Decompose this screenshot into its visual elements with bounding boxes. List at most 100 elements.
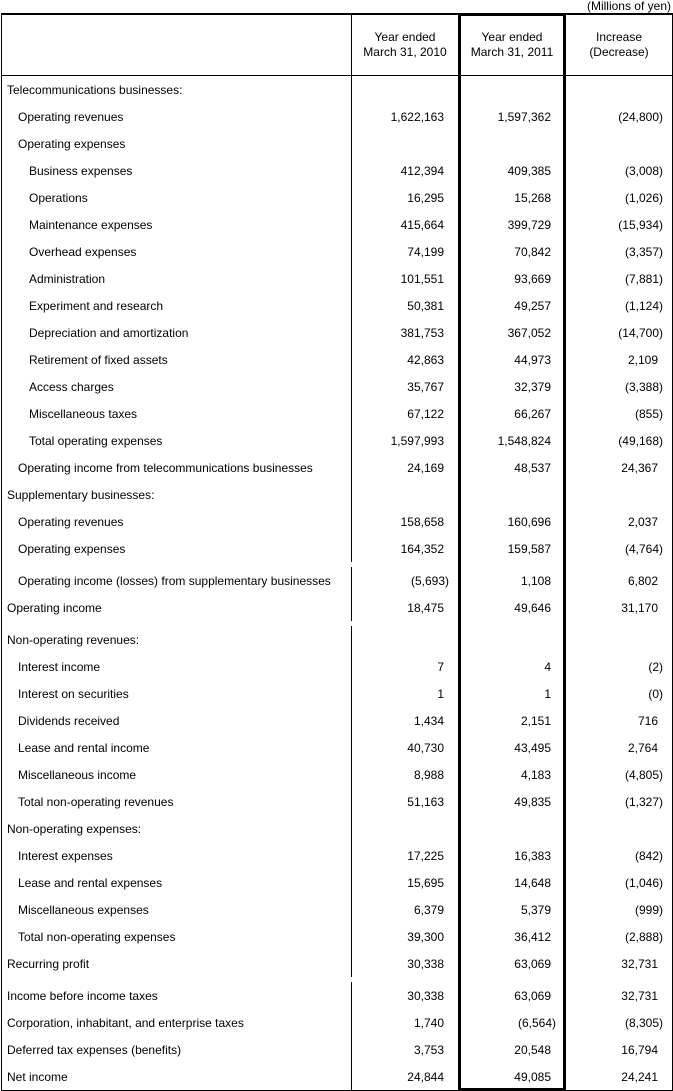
value-increase-decrease: 2,764 xyxy=(565,734,672,761)
row-label: Maintenance expenses xyxy=(29,217,153,232)
value-increase-decrease xyxy=(565,76,672,103)
value-year-2011: 4,183 xyxy=(458,761,565,788)
table-row: Operating income 18,475 49,646 31,170 xyxy=(2,594,672,621)
row-label: Interest on securities xyxy=(18,686,129,701)
table-row: Operating expenses xyxy=(2,130,672,157)
header-col-2011-line1: Year ended xyxy=(481,30,543,44)
table-row: Non-operating revenues: xyxy=(2,621,672,653)
row-label: Operating income (losses) from supplemen… xyxy=(18,573,331,588)
value-year-2010: 24,844 xyxy=(351,1063,458,1090)
table-row: Miscellaneous taxes 67,122 66,267 (855) xyxy=(2,400,672,427)
table-row: Deferred tax expenses (benefits) 3,753 2… xyxy=(2,1036,672,1063)
value-increase-decrease: (49,168) xyxy=(565,427,672,454)
value-increase-decrease xyxy=(565,626,672,653)
row-label: Recurring profit xyxy=(7,956,90,971)
value-year-2011: 43,495 xyxy=(458,734,565,761)
units-caption: (Millions of yen) xyxy=(586,0,671,13)
row-label: Depreciation and amortization xyxy=(29,325,189,340)
table-row: Net income 24,844 49,085 24,241 xyxy=(2,1063,672,1090)
row-label: Operating expenses xyxy=(18,136,126,151)
value-increase-decrease: 16,794 xyxy=(565,1036,672,1063)
value-increase-decrease: (1,124) xyxy=(565,292,672,319)
header-col-change-line2: (Decrease) xyxy=(589,45,649,59)
row-label: Operating expenses xyxy=(18,541,126,556)
value-year-2010 xyxy=(351,815,458,842)
table-row: Business expenses 412,394 409,385 (3,008… xyxy=(2,157,672,184)
value-increase-decrease: 32,731 xyxy=(565,982,672,1009)
value-increase-decrease: (0) xyxy=(565,680,672,707)
value-increase-decrease: (3,008) xyxy=(565,157,672,184)
table-row: Operating revenues 158,658 160,696 2,037 xyxy=(2,508,672,535)
header-col-change-line1: Increase xyxy=(595,30,643,44)
header-col-increase-decrease: Increase (Decrease) xyxy=(565,15,672,75)
row-label: Interest income xyxy=(18,659,101,674)
row-label: Total non-operating expenses xyxy=(18,929,176,944)
value-increase-decrease: (3,357) xyxy=(565,238,672,265)
row-label: Supplementary businesses: xyxy=(7,487,155,502)
row-label: Miscellaneous taxes xyxy=(29,406,138,421)
value-year-2011: 14,648 xyxy=(458,869,565,896)
table-row: Access charges 35,767 32,379 (3,388) xyxy=(2,373,672,400)
table-row: Supplementary businesses: xyxy=(2,481,672,508)
value-year-2011: 1,108 xyxy=(458,567,565,594)
value-year-2010: 24,169 xyxy=(351,454,458,481)
row-label: Experiment and research xyxy=(29,298,164,313)
value-increase-decrease: (24,800) xyxy=(565,103,672,130)
row-label: Operations xyxy=(29,190,88,205)
value-year-2011: 66,267 xyxy=(458,400,565,427)
value-year-2011 xyxy=(458,815,565,842)
table-row: Recurring profit 30,338 63,069 32,731 xyxy=(2,950,672,977)
value-increase-decrease: (842) xyxy=(565,842,672,869)
value-increase-decrease: (1,327) xyxy=(565,788,672,815)
value-year-2010: 67,122 xyxy=(351,400,458,427)
table-row: Telecommunications businesses: xyxy=(2,76,672,103)
row-label: Operating revenues xyxy=(18,514,124,529)
value-increase-decrease: (855) xyxy=(565,400,672,427)
header-col-year-2011: Year ended March 31, 2011 xyxy=(458,15,565,75)
value-year-2011 xyxy=(458,130,565,157)
value-year-2010: 40,730 xyxy=(351,734,458,761)
table-row: Operations 16,295 15,268 (1,026) xyxy=(2,184,672,211)
value-year-2011: 1,597,362 xyxy=(458,103,565,130)
table-row: Maintenance expenses 415,664 399,729 (15… xyxy=(2,211,672,238)
row-label: Operating income xyxy=(7,600,102,615)
value-increase-decrease: (8,305) xyxy=(565,1009,672,1036)
table-row: Lease and rental expenses 15,695 14,648 … xyxy=(2,869,672,896)
row-label: Corporation, inhabitant, and enterprise … xyxy=(7,1015,244,1030)
table-row: Interest expenses 17,225 16,383 (842) xyxy=(2,842,672,869)
value-year-2011: 160,696 xyxy=(458,508,565,535)
table-row: Operating income (losses) from supplemen… xyxy=(2,562,672,594)
value-year-2010: (5,693) xyxy=(351,567,458,594)
value-year-2010: 7 xyxy=(351,653,458,680)
value-year-2011: 20,548 xyxy=(458,1036,565,1063)
table-row: Retirement of fixed assets 42,863 44,973… xyxy=(2,346,672,373)
value-year-2011: 70,842 xyxy=(458,238,565,265)
value-year-2010: 51,163 xyxy=(351,788,458,815)
table-row: Miscellaneous expenses 6,379 5,379 (999) xyxy=(2,896,672,923)
table-row: Interest on securities 1 1 (0) xyxy=(2,680,672,707)
value-year-2011: 4 xyxy=(458,653,565,680)
value-year-2011: 399,729 xyxy=(458,211,565,238)
table-row: Total operating expenses 1,597,993 1,548… xyxy=(2,427,672,454)
table-header-row: Year ended March 31, 2010 Year ended Mar… xyxy=(2,15,672,76)
row-label: Operating income from telecommunications… xyxy=(18,460,313,475)
value-year-2010 xyxy=(351,130,458,157)
value-year-2010: 1,740 xyxy=(351,1009,458,1036)
value-year-2010: 1,434 xyxy=(351,707,458,734)
value-increase-decrease: 31,170 xyxy=(565,594,672,621)
header-col-2011-line2: March 31, 2011 xyxy=(470,45,554,59)
value-year-2011: 63,069 xyxy=(458,950,565,977)
value-year-2010: 101,551 xyxy=(351,265,458,292)
row-label: Retirement of fixed assets xyxy=(29,352,168,367)
value-year-2011: 1 xyxy=(458,680,565,707)
value-year-2010: 164,352 xyxy=(351,535,458,562)
value-increase-decrease xyxy=(565,130,672,157)
value-year-2011: 409,385 xyxy=(458,157,565,184)
value-year-2010: 1,622,163 xyxy=(351,103,458,130)
value-year-2010 xyxy=(351,481,458,508)
value-year-2010: 74,199 xyxy=(351,238,458,265)
table-body: Telecommunications businesses: Operating… xyxy=(2,76,672,1090)
table-row: Operating expenses 164,352 159,587 (4,76… xyxy=(2,535,672,562)
value-year-2010: 8,988 xyxy=(351,761,458,788)
value-increase-decrease: (4,805) xyxy=(565,761,672,788)
